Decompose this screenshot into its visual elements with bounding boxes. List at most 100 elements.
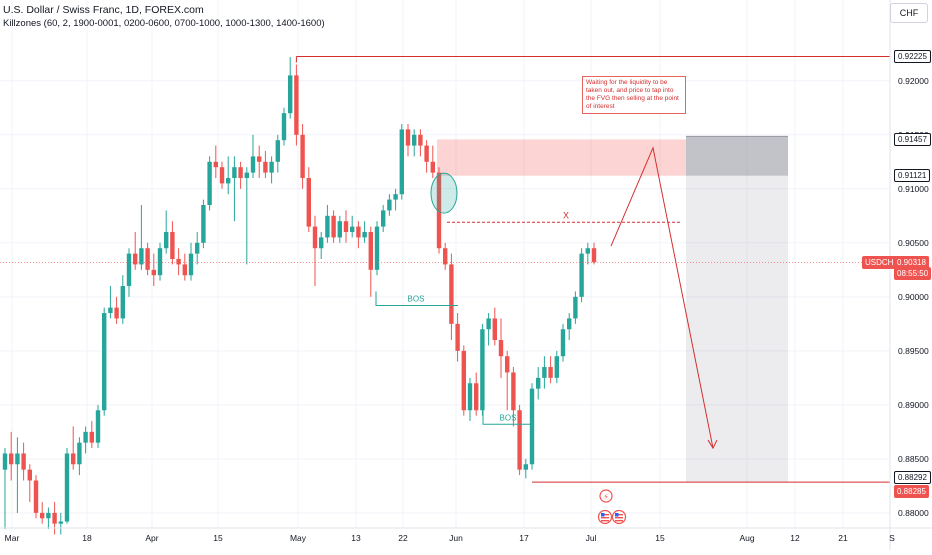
candle-body — [2, 453, 8, 470]
candle-body — [58, 521, 63, 524]
candle-body — [387, 199, 392, 211]
chart-zones — [437, 135, 788, 483]
chart-drawings: X BOS BOS ⚡ — [0, 55, 890, 525]
candle-body — [201, 205, 206, 243]
price-label-0.91121[interactable]: 0.91121 — [894, 169, 931, 183]
candle-body — [542, 367, 547, 378]
candle-body — [505, 356, 510, 373]
candle-body — [95, 410, 101, 443]
price-label-0.88285[interactable]: 0.88285 — [894, 485, 929, 499]
y-tick-label: 0.88000 — [898, 508, 929, 518]
candle-body — [554, 356, 559, 378]
price-label-0.92225[interactable]: 0.92225 — [894, 49, 931, 63]
candle-body — [399, 129, 404, 195]
x-tick-label: S — [889, 533, 895, 543]
candle-body — [157, 248, 163, 276]
candle-body — [126, 253, 132, 287]
candle-body — [573, 296, 578, 319]
candle-body — [46, 512, 51, 519]
flag-stripe-icon — [601, 517, 609, 519]
candle-body — [64, 453, 70, 522]
candle-body — [529, 388, 535, 465]
x-tick-label: 21 — [838, 533, 848, 543]
price-label-0.91457[interactable]: 0.91457 — [894, 132, 931, 146]
candle-body — [474, 383, 479, 411]
y-tick-label: 0.91000 — [898, 184, 929, 194]
flag-stripe-icon — [601, 520, 609, 522]
candle-body — [325, 215, 330, 238]
liquidity-x-label: X — [563, 210, 569, 220]
time-axis[interactable]: Mar 18 Apr 15 May 13 22 Jun 17 Jul 15 Aug 12 21 S — [0, 527, 932, 543]
candle-body — [337, 221, 342, 238]
fvg-zone — [437, 139, 686, 176]
candle-body — [523, 464, 528, 470]
candle-body — [83, 431, 88, 443]
annotation-note[interactable]: Waiting for the liquidity to be taken ou… — [582, 76, 686, 114]
x-tick-label: 18 — [82, 533, 92, 543]
candle-body — [226, 177, 231, 184]
candle-body — [257, 156, 262, 162]
candle-body — [368, 232, 373, 270]
candle-body — [195, 242, 200, 254]
candle-body — [102, 313, 107, 411]
price-label-usdchf[interactable]: USDCHF — [862, 255, 902, 269]
candle-body — [164, 232, 169, 249]
candle-body — [449, 264, 454, 324]
current-price-value[interactable]: 0.90318 — [894, 255, 929, 269]
x-tick-label: 22 — [398, 533, 408, 543]
candle-body — [176, 259, 181, 265]
flag-canton-icon — [601, 513, 605, 517]
candle-body — [139, 248, 144, 265]
x-tick-label: May — [290, 533, 307, 543]
candle-body — [374, 226, 380, 270]
bos-line-2 — [482, 410, 530, 425]
x-tick-label: Aug — [739, 533, 754, 543]
candle-body — [207, 161, 212, 206]
price-label-0.88292[interactable]: 0.88292 — [894, 471, 931, 485]
bos-label-2: BOS — [500, 413, 517, 422]
candle-body — [213, 161, 218, 168]
candle-body — [294, 75, 299, 135]
candle-body — [560, 329, 566, 357]
candle-body — [343, 221, 349, 233]
candle-body — [250, 156, 256, 173]
projection-path — [610, 146, 714, 449]
candle-body — [188, 253, 194, 276]
candle-body — [275, 140, 280, 162]
candle-body — [9, 453, 14, 465]
candle-body — [108, 307, 113, 314]
x-tick-label: 15 — [213, 533, 223, 543]
candle-body — [312, 226, 318, 249]
currency-selector[interactable]: CHF — [890, 3, 928, 23]
flag-stripe-icon — [615, 520, 623, 522]
candle-body — [288, 75, 293, 114]
x-tick-label: 13 — [351, 533, 361, 543]
candle-body — [579, 253, 584, 297]
projection-arrowhead — [707, 439, 718, 450]
indicator-label[interactable]: Killzones (60, 2, 1900-0001, 0200-0600, … — [3, 18, 325, 29]
candle-body — [151, 269, 156, 276]
candle-body — [52, 512, 57, 524]
candle-body — [585, 248, 590, 254]
candle-body — [170, 232, 175, 260]
candle-body — [120, 286, 125, 319]
candle-body — [430, 161, 435, 173]
lightning-glyph-icon: ⚡ — [603, 493, 609, 502]
bos-line-1 — [375, 291, 458, 306]
candle-body — [511, 372, 516, 411]
y-tick-label: 0.88500 — [898, 454, 929, 464]
bos-label-1: BOS — [408, 294, 425, 303]
candle-body — [467, 383, 473, 411]
lightning-event-icon — [599, 489, 613, 503]
candle-body — [21, 453, 26, 470]
x-tick-label: 12 — [790, 533, 800, 543]
x-tick-label: Jul — [586, 533, 597, 543]
fvg-highlight-ellipse — [430, 172, 458, 214]
candle-body — [405, 129, 411, 146]
x-tick-label: Jun — [449, 533, 463, 543]
y-tick-label: 0.90000 — [898, 292, 929, 302]
candle-body — [244, 172, 249, 178]
candle-body — [381, 210, 386, 227]
